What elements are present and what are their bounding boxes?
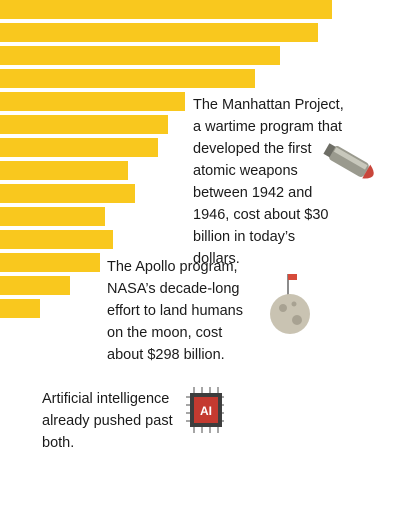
text-line: between 1942 and bbox=[193, 185, 313, 201]
bar bbox=[0, 161, 128, 180]
bomb-icon bbox=[323, 143, 374, 179]
text-line: developed the first bbox=[193, 141, 312, 157]
text-line: on the moon, cost bbox=[107, 325, 223, 341]
paragraph: The Apollo program, NASA’s decade-long eff… bbox=[107, 256, 243, 366]
ai-chip-icon: AI bbox=[186, 387, 224, 433]
text-line: The Manhattan Project, bbox=[193, 97, 344, 113]
bar bbox=[0, 299, 40, 318]
bar bbox=[0, 115, 168, 134]
text-line: both. bbox=[42, 435, 75, 451]
paragraph: The Manhattan Project, a wartime program … bbox=[193, 94, 344, 270]
text-line: already pushed past bbox=[42, 413, 173, 429]
moon-icon bbox=[270, 274, 310, 334]
bar bbox=[0, 276, 70, 295]
text-line: atomic weapons bbox=[193, 163, 298, 179]
text-line: 1946, cost about $30 bbox=[193, 207, 329, 223]
svg-text:AI: AI bbox=[200, 404, 212, 418]
bar bbox=[0, 92, 185, 111]
text-line: effort to land humans bbox=[107, 303, 243, 319]
bar bbox=[0, 230, 113, 249]
bar bbox=[0, 138, 158, 157]
text-line: Artificial intelligence bbox=[42, 391, 170, 407]
bar bbox=[0, 69, 255, 88]
bar bbox=[0, 253, 100, 272]
text-line: a wartime program that bbox=[193, 119, 343, 135]
bar bbox=[0, 184, 135, 203]
paragraph: Artificial intelligence already pushed pa… bbox=[42, 388, 173, 454]
bar bbox=[0, 0, 332, 19]
text-line: about $298 billion. bbox=[107, 347, 225, 363]
bar bbox=[0, 23, 318, 42]
bar bbox=[0, 46, 280, 65]
text-line: billion in today’s bbox=[193, 229, 296, 245]
text-line: dollars. bbox=[193, 251, 240, 267]
bar bbox=[0, 207, 105, 226]
text-line: NASA’s decade-long bbox=[107, 281, 240, 297]
text-line: The Apollo program, bbox=[107, 259, 238, 275]
